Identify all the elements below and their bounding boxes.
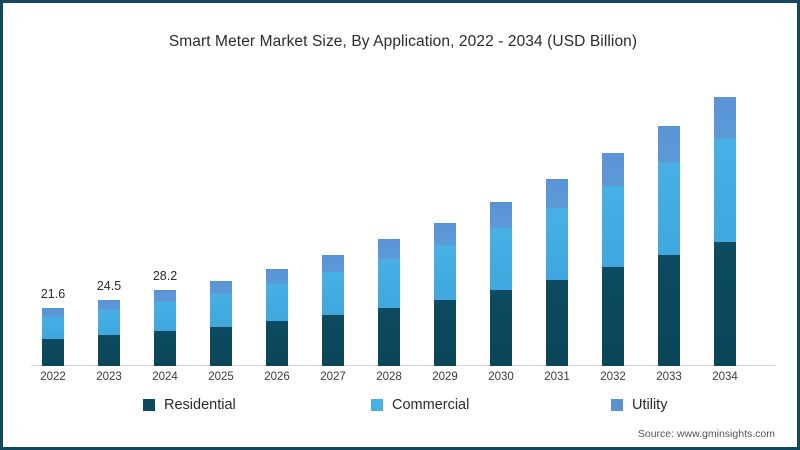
bar-segment-commercial: [42, 316, 64, 339]
bar-segment-utility: [546, 178, 568, 208]
bar-2024[interactable]: [154, 289, 176, 366]
legend-swatch-icon: [611, 399, 623, 411]
legend-swatch-icon: [371, 399, 383, 411]
bar-segment-commercial: [266, 283, 288, 322]
bar-segment-residential: [602, 267, 624, 366]
x-tick-2022: 2022: [40, 371, 66, 383]
bar-segment-residential: [434, 299, 456, 366]
bar-segment-residential: [210, 326, 232, 366]
bar-segment-commercial: [658, 163, 680, 256]
bar-segment-commercial: [210, 293, 232, 327]
x-tick-2034: 2034: [712, 371, 738, 383]
legend-label: Residential: [164, 397, 236, 413]
bar-segment-residential: [490, 290, 512, 366]
bar-2026[interactable]: [266, 268, 288, 366]
bar-segment-residential: [98, 335, 120, 366]
bar-segment-commercial: [322, 272, 344, 315]
bar-2029[interactable]: [434, 222, 456, 366]
legend-swatch-icon: [143, 399, 155, 411]
bar-segment-utility: [378, 239, 400, 260]
bar-segment-commercial: [490, 227, 512, 291]
x-tick-2030: 2030: [488, 371, 514, 383]
x-tick-2033: 2033: [656, 371, 682, 383]
chart-title: Smart Meter Market Size, By Application,…: [168, 33, 638, 50]
bar-segment-utility: [266, 268, 288, 284]
bar-segment-utility: [98, 299, 120, 311]
bar-2027[interactable]: [322, 255, 344, 366]
x-tick-2027: 2027: [320, 371, 346, 383]
bar-segment-commercial: [378, 259, 400, 308]
bar-segment-utility: [490, 202, 512, 228]
bar-2032[interactable]: [602, 152, 624, 366]
bar-segment-commercial: [546, 207, 568, 280]
bar-segment-residential: [546, 279, 568, 366]
bar-segment-residential: [266, 321, 288, 366]
bar-2022[interactable]: [42, 307, 64, 366]
bar-segment-utility: [602, 152, 624, 186]
bar-2033[interactable]: [658, 125, 680, 366]
bar-segment-utility: [42, 307, 64, 317]
legend-item-utility[interactable]: Utility: [611, 397, 667, 413]
bar-segment-commercial: [434, 244, 456, 300]
bar-segment-commercial: [98, 310, 120, 336]
bar-segment-residential: [378, 307, 400, 366]
bar-segment-utility: [434, 222, 456, 245]
legend-label: Utility: [632, 397, 668, 413]
bar-segment-residential: [658, 255, 680, 366]
x-tick-2029: 2029: [432, 371, 458, 383]
legend-item-residential[interactable]: Residential: [143, 397, 236, 413]
value-label-2024: 28.2: [152, 268, 178, 283]
bar-2030[interactable]: [490, 202, 512, 366]
bar-segment-utility: [714, 97, 736, 139]
legend-item-commercial[interactable]: Commercial: [371, 397, 469, 413]
bar-segment-utility: [658, 125, 680, 164]
bar-2031[interactable]: [546, 178, 568, 366]
chart-legend: Residential Commercial Utility: [3, 397, 800, 419]
x-tick-2023: 2023: [96, 371, 122, 383]
bar-segment-residential: [42, 338, 64, 366]
bar-segment-residential: [322, 314, 344, 366]
x-tick-2032: 2032: [600, 371, 626, 383]
bar-segment-utility: [322, 255, 344, 273]
bar-2023[interactable]: [98, 299, 120, 366]
plot-area: [31, 73, 775, 366]
legend-label: Commercial: [392, 397, 470, 413]
x-tick-2028: 2028: [376, 371, 402, 383]
bar-segment-residential: [154, 330, 176, 366]
bar-segment-utility: [210, 280, 232, 294]
bar-segment-commercial: [154, 301, 176, 331]
x-axis-line: [31, 365, 775, 366]
bar-2025[interactable]: [210, 280, 232, 366]
bar-2028[interactable]: [378, 239, 400, 366]
x-tick-2025: 2025: [208, 371, 234, 383]
x-tick-2031: 2031: [544, 371, 570, 383]
bar-segment-commercial: [714, 138, 736, 242]
bar-segment-utility: [154, 289, 176, 302]
bar-segment-commercial: [602, 185, 624, 268]
bar-2034[interactable]: [714, 97, 736, 366]
x-tick-2026: 2026: [264, 371, 290, 383]
value-label-2022: 21.6: [40, 286, 66, 301]
bar-segment-residential: [714, 241, 736, 366]
source-attribution: Source: www.gminsights.com: [637, 428, 775, 440]
value-label-2023: 24.5: [96, 278, 122, 293]
x-tick-2024: 2024: [152, 371, 178, 383]
